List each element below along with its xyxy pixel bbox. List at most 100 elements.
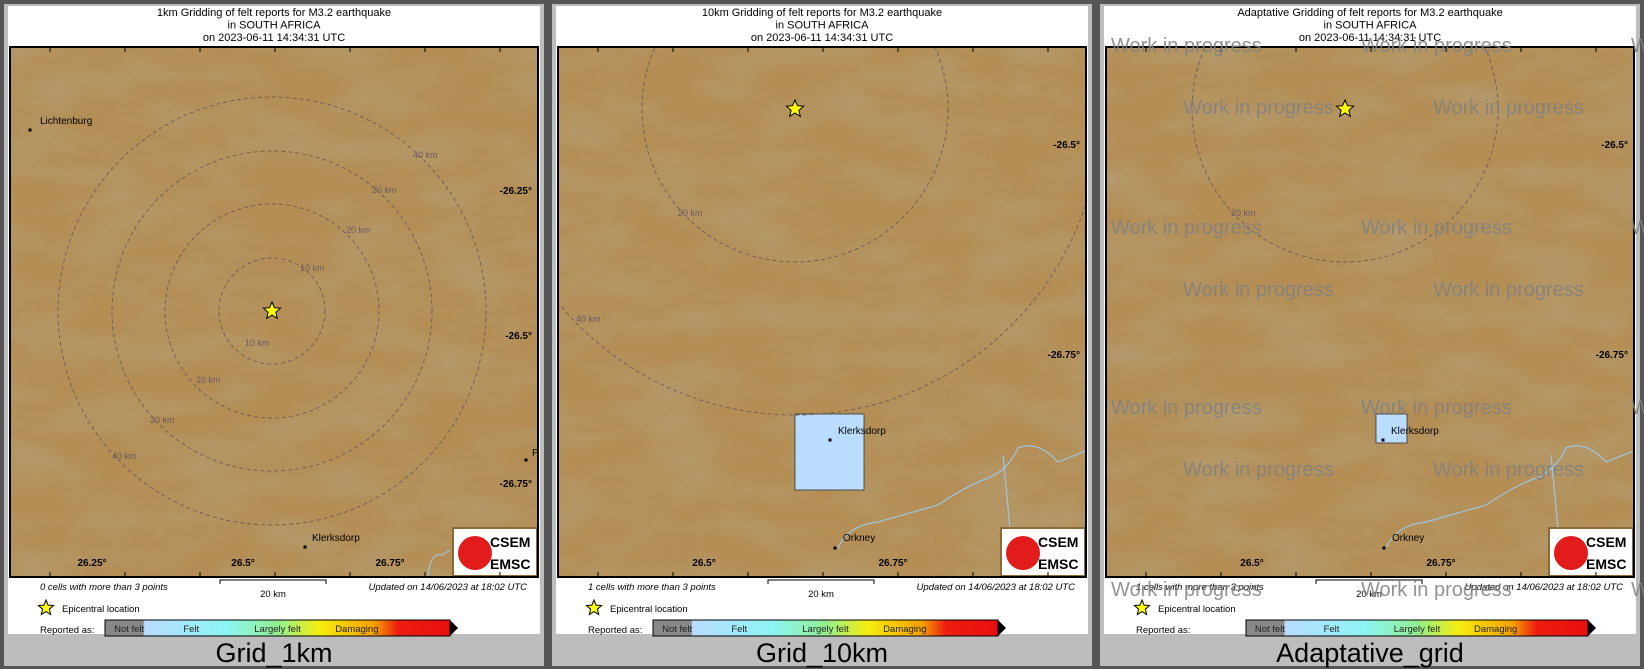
- watermark-text: Work in progress: [1111, 397, 1262, 419]
- cells-count-text: 1 cells with more than 3 points: [1136, 582, 1264, 593]
- distance-ring: [111, 150, 433, 472]
- panel-caption: Grid_1km: [215, 638, 332, 668]
- csem-emsc-logo: CSEM EMSC: [1548, 527, 1634, 577]
- longitude-tick-label: 26.5°: [692, 558, 715, 569]
- map-title-line: 10km Gridding of felt reports for M3.2 e…: [702, 7, 942, 19]
- longitude-tick-label: 26.25°: [77, 558, 106, 569]
- logo-globe-icon: [1554, 536, 1588, 570]
- colorbar-class-label: Damaging: [883, 624, 926, 635]
- distance-ring-label: 30 km: [150, 415, 175, 425]
- felt-grid-cell: [794, 413, 865, 491]
- legend-reported-label: Reported as:: [1136, 625, 1190, 636]
- colorbar-arrow-icon: [1588, 620, 1596, 636]
- watermark-text: Work in progress: [1631, 217, 1644, 239]
- legend-epicenter-label: Epicentral location: [610, 604, 688, 615]
- scale-bar-label: 20 km: [260, 589, 286, 600]
- logo-text: CSEM: [490, 534, 530, 550]
- watermark-text: Work in progress: [1183, 279, 1334, 301]
- colorbar-class-label: Not felt: [114, 624, 144, 635]
- scale-bar-label: 20 km: [1356, 589, 1382, 600]
- distance-ring-label: 30 km: [372, 185, 397, 195]
- latitude-tick-label: -26.5°: [505, 331, 532, 342]
- map-frame: [557, 46, 1087, 578]
- colorbar-class-label: Felt: [183, 624, 199, 635]
- map-frame: [9, 46, 539, 578]
- city-marker: [828, 438, 832, 442]
- longitude-tick-label: 26.75°: [375, 558, 404, 569]
- panel-caption: Adaptative_grid: [1276, 638, 1464, 668]
- watermark-text: Work in progress: [1433, 459, 1584, 481]
- panel-caption: Grid_10km: [756, 638, 888, 668]
- csem-emsc-logo: CSEM EMSC: [1000, 527, 1086, 577]
- distance-ring: [164, 203, 380, 419]
- distance-ring-label: 20 km: [678, 208, 703, 218]
- longitude-tick-label: 26.75°: [878, 558, 907, 569]
- legend-epicenter-label: Epicentral location: [62, 604, 140, 615]
- distance-ring-label: 10 km: [300, 263, 325, 273]
- epicenter-star-icon: [262, 300, 282, 320]
- city-marker: [524, 458, 528, 462]
- map-area: 20 km 40 km Klerksdorp Orkney -26.5° -26.75° 2…: [558, 47, 1086, 577]
- distance-ring: [57, 96, 487, 526]
- river: [837, 445, 1086, 549]
- distance-ring: [1191, 47, 1499, 263]
- city-label: Lichtenburg: [40, 116, 92, 127]
- map-area: 10 km 20 km 30 km 40 km 10 km 20 km 30 km 40 km…: [10, 47, 538, 577]
- logo-text: CSEM: [1038, 534, 1078, 550]
- legend-star-icon: [1133, 598, 1151, 616]
- scale-bar: [1315, 579, 1423, 584]
- watermark-text: Work in progress: [1631, 35, 1644, 57]
- map-title-line: in SOUTH AFRICA: [1324, 20, 1418, 32]
- logo-globe-icon: [458, 536, 492, 570]
- logo-text: EMSC: [490, 556, 530, 572]
- latitude-tick-label: -26.5°: [1053, 140, 1080, 151]
- watermark-text: Work in progress: [1433, 97, 1584, 119]
- map-frame: [1105, 46, 1635, 578]
- distance-ring: [218, 257, 326, 365]
- distance-ring-label: 40 km: [112, 451, 137, 461]
- map-title-line: Adaptative Gridding of felt reports for …: [1237, 7, 1502, 19]
- map-title-line: in SOUTH AFRICA: [228, 20, 322, 32]
- latitude-tick-label: -26.75°: [500, 479, 532, 490]
- updated-text: Updated on 14/06/2023 at 18:02 UTC: [1465, 582, 1624, 593]
- legend-star-icon: [585, 598, 603, 616]
- city-marker: [1381, 438, 1385, 442]
- city-label: Orkney: [843, 533, 875, 544]
- cells-count-text: 1 cells with more than 3 points: [588, 582, 716, 593]
- map-title-line: on 2023-06-11 14:34:31 UTC: [203, 32, 345, 44]
- map-panel-adaptative_grid: Adaptative Gridding of felt reports for …: [1096, 0, 1644, 669]
- latitude-tick-label: -26.25°: [500, 186, 532, 197]
- cells-count-text: 0 cells with more than 3 points: [40, 582, 168, 593]
- watermark-text: Work in progress: [1183, 97, 1334, 119]
- distance-ring-label: 20 km: [346, 225, 371, 235]
- colorbar-class-label: Damaging: [335, 624, 378, 635]
- legend-reported-label: Reported as:: [40, 625, 94, 636]
- scale-bar: [219, 579, 327, 584]
- felt-grid-cell: [1375, 413, 1408, 444]
- distance-ring-label: 20 km: [1231, 208, 1256, 218]
- epicenter-star-icon: [785, 98, 805, 118]
- logo-text: CSEM: [1586, 534, 1626, 550]
- map-title-line: on 2023-06-11 14:34:31 UTC: [751, 32, 893, 44]
- distance-ring-label: 40 km: [413, 150, 438, 160]
- colorbar-class-label: Not felt: [1255, 624, 1285, 635]
- legend-epicenter-label: Epicentral location: [1158, 604, 1236, 615]
- scale-bar-label: 20 km: [808, 589, 834, 600]
- map-title-line: in SOUTH AFRICA: [776, 20, 870, 32]
- distance-ring-label: 10 km: [245, 338, 270, 348]
- colorbar-class-label: Damaging: [1474, 624, 1517, 635]
- terrain-hillshade: [1106, 47, 1634, 577]
- colorbar-class-label: Largely felt: [802, 624, 849, 635]
- map-panel-svg: Adaptative Gridding of felt reports for …: [1096, 0, 1644, 669]
- city-marker: [1382, 546, 1386, 550]
- city-marker: [28, 128, 32, 132]
- colorbar-arrow-icon: [450, 620, 458, 636]
- map-title-line: on 2023-06-11 14:34:31 UTC: [1299, 32, 1441, 44]
- watermark-text: Work in progress: [1631, 579, 1644, 601]
- colorbar-class-label: Not felt: [662, 624, 692, 635]
- watermark-text: Work in progress: [1433, 279, 1584, 301]
- longitude-tick-label: 26.75°: [1426, 558, 1455, 569]
- latitude-tick-label: -26.75°: [1048, 350, 1080, 361]
- watermark-text: Work in progress: [1111, 35, 1262, 57]
